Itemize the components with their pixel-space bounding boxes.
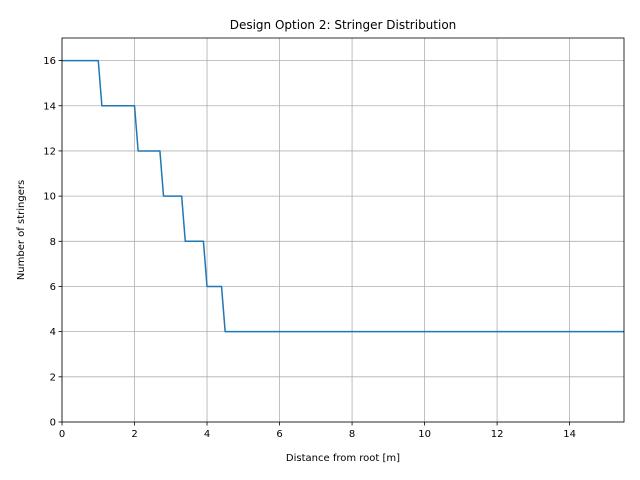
- x-tick-label: 8: [349, 429, 355, 440]
- x-tick-label: 14: [563, 429, 576, 440]
- y-axis-ticks: 0 2 4 6 8 10 12 14 16: [43, 56, 62, 429]
- y-tick-label: 2: [50, 372, 56, 383]
- x-tick-label: 6: [276, 429, 282, 440]
- y-tick-label: 14: [43, 101, 56, 112]
- plot-frame: [61, 37, 625, 423]
- chart-title: Design Option 2: Stringer Distribution: [230, 18, 457, 32]
- grid: [61, 38, 624, 423]
- x-axis-label: Distance from root [m]: [286, 453, 400, 464]
- series: [62, 59, 624, 333]
- y-tick-label: 6: [50, 282, 56, 293]
- x-tick-label: 4: [204, 429, 210, 440]
- x-tick-label: 0: [59, 429, 65, 440]
- y-axis-label: Number of stringers: [16, 180, 27, 280]
- x-tick-label: 2: [131, 429, 137, 440]
- y-tick-label: 12: [43, 146, 56, 157]
- x-axis-ticks: 0 2 4 6 8 10 12 14: [59, 422, 576, 440]
- x-tick-label: 12: [491, 429, 504, 440]
- series-line: [62, 59, 624, 333]
- y-tick-label: 8: [50, 237, 56, 248]
- y-tick-label: 10: [43, 192, 56, 203]
- y-tick-label: 4: [50, 327, 56, 338]
- y-tick-label: 16: [43, 56, 56, 67]
- y-tick-label: 0: [50, 418, 56, 429]
- x-tick-label: 10: [418, 429, 431, 440]
